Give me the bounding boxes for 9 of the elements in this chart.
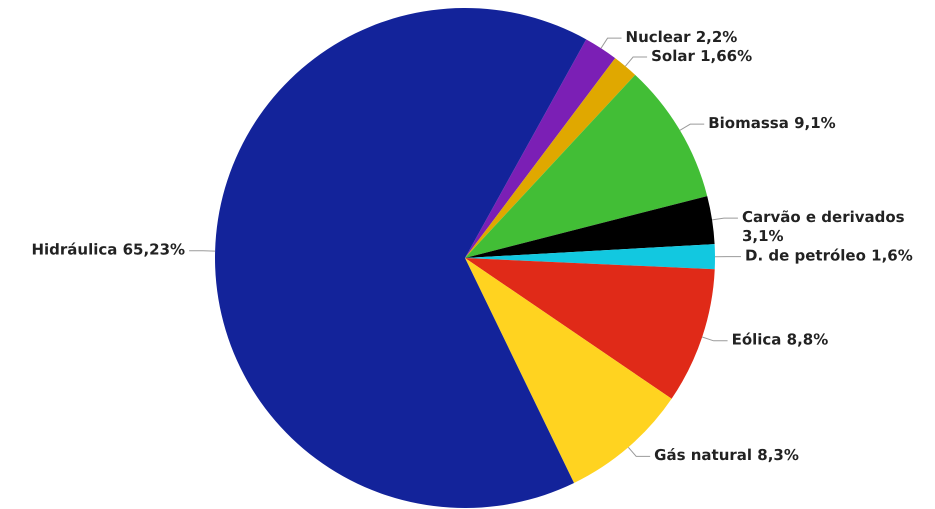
data-label: 3,1% [742,226,784,245]
slice-label: Eólica 8,8% [732,330,828,349]
slice-label: Carvão e derivados [742,208,905,226]
slice-label: D. de petróleo 1,6% [744,246,913,265]
slice-label: Gás natural 8,3% [654,446,799,464]
slice-label: Solar 1,66% [651,46,752,65]
slice-label: Biomassa 9,1% [708,114,836,132]
slice-label: Hidráulica 65,23% [31,240,186,259]
slice-label: Nuclear 2,2% [626,28,738,46]
